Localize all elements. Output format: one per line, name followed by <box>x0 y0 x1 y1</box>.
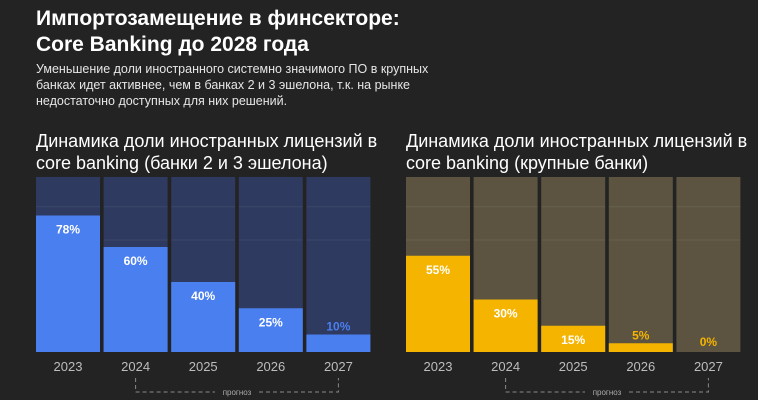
bar-2024 <box>473 299 538 352</box>
x-tick-label: 2027 <box>694 359 723 374</box>
bar-2025 <box>171 282 236 352</box>
bar-background <box>676 177 741 352</box>
page-subtitle: Уменьшение доли иностранного системно зн… <box>36 62 429 108</box>
x-tick-label: 2025 <box>189 359 218 374</box>
data-label: 25% <box>259 315 283 329</box>
forecast-bracket <box>505 378 709 393</box>
data-label: 30% <box>494 307 518 321</box>
x-tick-label: 2023 <box>54 359 83 374</box>
chart-left: 78% 2023 60% 2024 40% 2025 25% 2026 10% 2027 прогн… <box>36 177 371 397</box>
data-label: 0% <box>700 335 718 349</box>
forecast-label: прогноз <box>593 388 622 397</box>
x-tick-label: 2024 <box>491 359 520 374</box>
bar-2027 <box>306 334 371 352</box>
bar-background <box>306 177 371 352</box>
x-tick-label: 2023 <box>424 359 453 374</box>
data-label: 60% <box>124 254 148 268</box>
chart-title-right: Динамика доли иностранных лицензий в cor… <box>406 131 748 173</box>
bar-background <box>608 177 673 352</box>
x-tick-label: 2026 <box>256 359 285 374</box>
forecast-label: прогноз <box>223 388 252 397</box>
bar-2023 <box>36 215 100 352</box>
data-label: 5% <box>632 328 650 342</box>
data-label: 78% <box>56 223 80 237</box>
bar-2026 <box>238 308 303 352</box>
x-tick-label: 2026 <box>626 359 655 374</box>
data-label: 40% <box>191 289 215 303</box>
bar-2026 <box>608 343 673 352</box>
x-tick-label: 2025 <box>559 359 588 374</box>
page-title: Импортозамещение в финсекторе: Core Bank… <box>36 7 400 56</box>
bar-2024 <box>103 247 168 352</box>
bar-2023 <box>406 255 470 352</box>
chart-title-left: Динамика доли иностранных лицензий в cor… <box>36 131 378 173</box>
data-label: 15% <box>561 333 585 347</box>
x-tick-label: 2027 <box>324 359 353 374</box>
data-label: 55% <box>426 263 450 277</box>
bar-background <box>541 177 606 352</box>
data-label: 10% <box>326 320 350 334</box>
bar-2025 <box>541 325 606 352</box>
forecast-bracket <box>135 378 339 393</box>
chart-right: 55% 2023 30% 2024 15% 2025 5% 2026 0% 2027 прогноз <box>406 177 741 397</box>
x-tick-label: 2024 <box>121 359 150 374</box>
